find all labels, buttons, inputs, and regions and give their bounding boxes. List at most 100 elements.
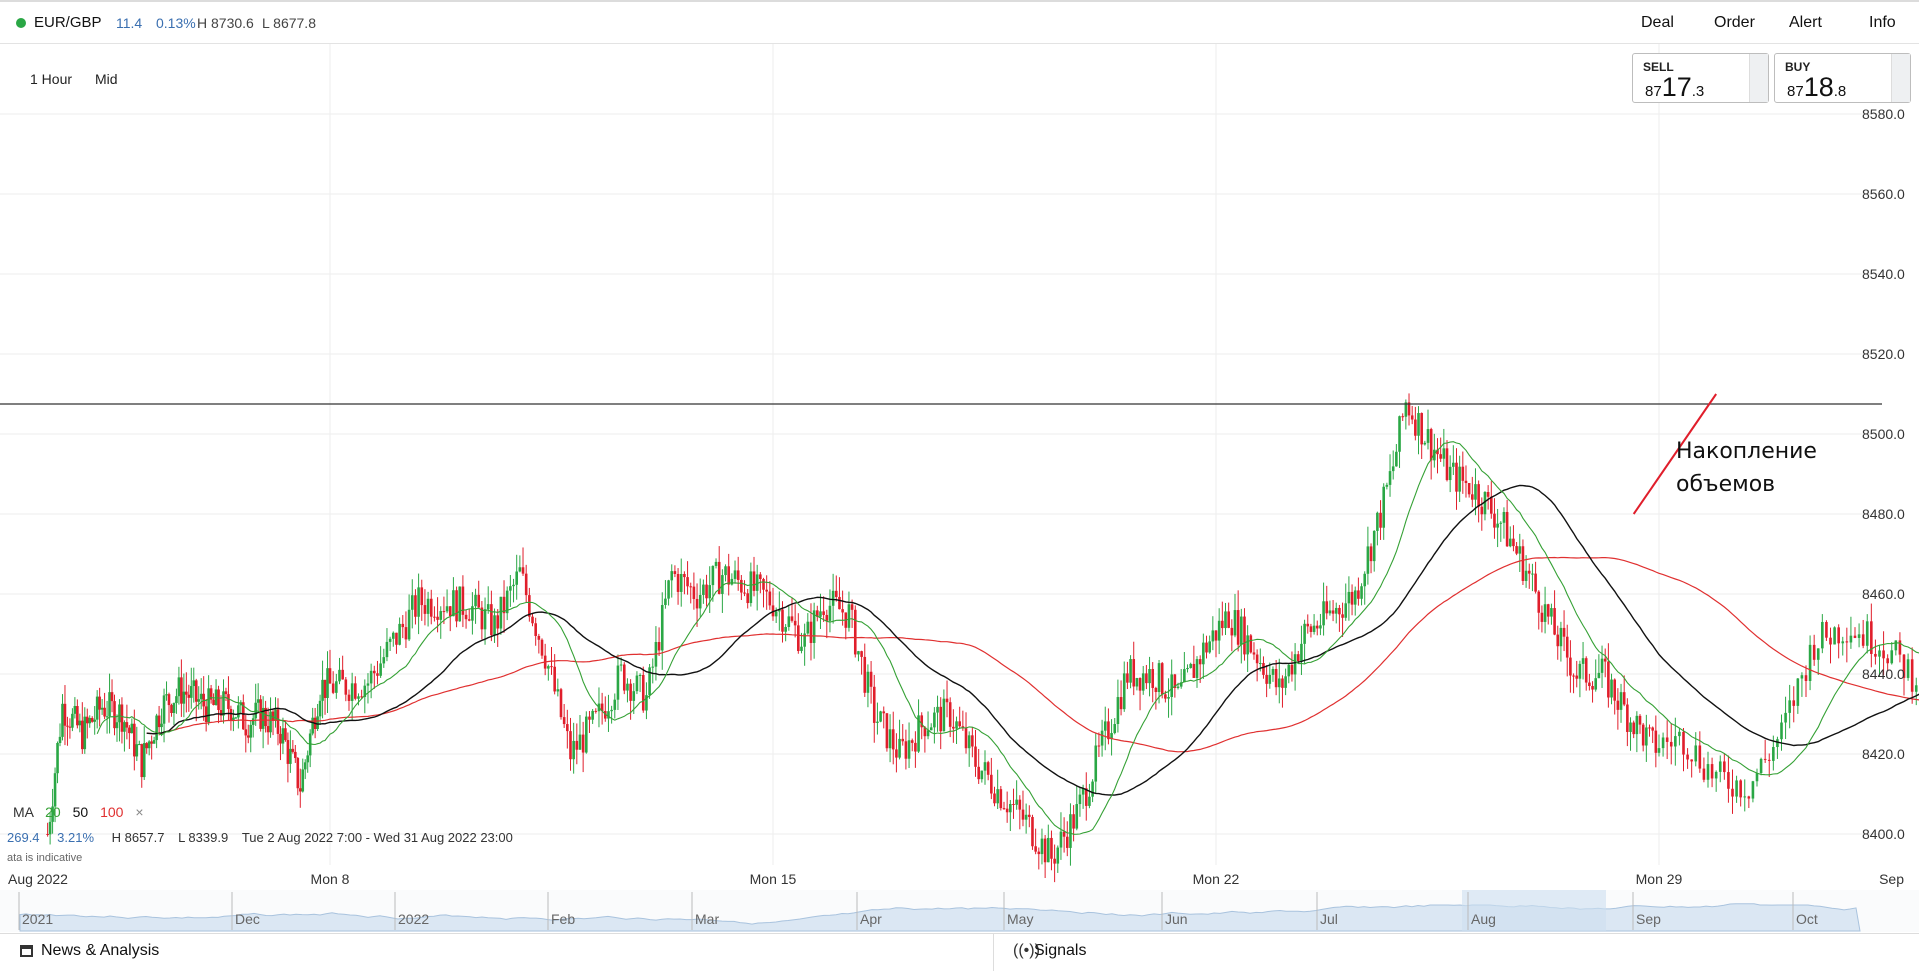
- candle-body: [825, 614, 829, 621]
- candle-body: [1347, 591, 1351, 604]
- candle-body: [512, 584, 515, 587]
- candle-body: [977, 766, 980, 780]
- sell-side-strip: [1749, 54, 1768, 102]
- candle-body: [781, 609, 784, 632]
- candle-body: [1433, 449, 1436, 461]
- candle-body: [350, 683, 354, 701]
- candle-body: [1417, 413, 1420, 436]
- candle-body: [1186, 667, 1189, 670]
- candlestick-series: [46, 393, 1918, 883]
- info-button[interactable]: Info: [1869, 14, 1896, 31]
- candle-body: [1198, 659, 1202, 665]
- candle-body: [204, 706, 208, 723]
- candle-body: [980, 770, 984, 780]
- candle-body: [588, 716, 591, 720]
- candle-body: [1325, 601, 1329, 614]
- candle-body: [68, 726, 72, 728]
- candle-body: [1524, 570, 1528, 581]
- candle-body: [471, 606, 474, 621]
- candle-body: [296, 758, 300, 789]
- buy-button[interactable]: BUY 8718.8: [1774, 53, 1911, 103]
- candle-body: [692, 586, 696, 599]
- candle-body: [547, 666, 550, 669]
- alert-button[interactable]: Alert: [1789, 14, 1822, 31]
- order-button[interactable]: Order: [1714, 14, 1755, 31]
- candle-body: [1622, 692, 1626, 705]
- candle-body: [1078, 794, 1082, 805]
- candle-body: [1594, 678, 1598, 690]
- range-high: H 8657.7: [111, 830, 165, 845]
- news-analysis-tab[interactable]: News & Analysis: [41, 942, 160, 959]
- candle-body: [373, 670, 376, 674]
- candle-body: [638, 674, 642, 676]
- candle-body: [1619, 692, 1623, 710]
- ma50-line: [146, 484, 1919, 796]
- candle-body: [1429, 429, 1433, 461]
- candle-body: [904, 741, 908, 759]
- candle-body: [1600, 658, 1604, 673]
- candle-body: [331, 683, 335, 693]
- candle-body: [264, 707, 267, 727]
- signals-tab[interactable]: Signals: [1034, 942, 1087, 959]
- candle-body: [1702, 768, 1706, 780]
- candle-body: [1894, 640, 1898, 651]
- ma50-toggle[interactable]: 50: [72, 804, 89, 820]
- candle-body: [271, 711, 275, 721]
- candle-body: [1262, 663, 1265, 675]
- instrument-change: 11.4: [116, 15, 143, 31]
- candle-body: [841, 609, 844, 613]
- candle-body: [81, 720, 84, 750]
- candle-body: [1508, 538, 1512, 547]
- candle-body: [1005, 808, 1009, 813]
- candle-body: [670, 571, 674, 581]
- deal-button[interactable]: Deal: [1641, 14, 1674, 31]
- candle-body: [683, 573, 686, 578]
- candle-body: [192, 680, 196, 687]
- candle-body: [464, 614, 468, 620]
- candle-body: [1192, 663, 1196, 678]
- candle-body: [819, 611, 822, 617]
- sell-button[interactable]: SELL 8717.3: [1632, 53, 1769, 103]
- candle-body: [1328, 610, 1332, 614]
- candle-body: [1739, 780, 1742, 798]
- candle-body: [301, 769, 305, 792]
- candle-body: [414, 595, 417, 617]
- navigator-area: [0, 890, 1919, 932]
- candle-body: [474, 594, 477, 607]
- candle-body: [1743, 796, 1747, 798]
- candle-body: [291, 748, 295, 752]
- price-chart[interactable]: Накопление объемов 8580.0 8560.0 8540.0 852…: [0, 44, 1919, 933]
- candle-body: [391, 632, 395, 639]
- candle-body: [1322, 601, 1325, 626]
- candle-body: [1265, 674, 1268, 684]
- chart-grid: [0, 44, 1882, 865]
- candle-body: [1281, 678, 1284, 688]
- ma20-toggle[interactable]: 20: [45, 804, 61, 820]
- ma100-toggle[interactable]: 100: [100, 804, 124, 820]
- candle-body: [1861, 634, 1865, 646]
- candle-body: [249, 724, 253, 738]
- ma-remove-icon[interactable]: ×: [135, 804, 144, 820]
- candle-body: [1751, 781, 1755, 799]
- candle-body: [78, 720, 82, 726]
- candle-body: [90, 717, 94, 722]
- candle-body: [1550, 608, 1553, 617]
- candle-body: [974, 746, 977, 767]
- ma100-line: [146, 556, 1919, 753]
- candle-body: [1065, 836, 1069, 848]
- y-axis-labels: 8580.0 8560.0 8540.0 8520.0 8500.0 8480.0 8460…: [1862, 106, 1905, 842]
- candle-body: [175, 696, 178, 704]
- candle-body: [1236, 610, 1240, 645]
- candle-body: [1651, 727, 1654, 731]
- candle-body: [1277, 678, 1281, 688]
- candle-body: [1714, 771, 1718, 779]
- price-type-selector[interactable]: Mid: [95, 71, 118, 87]
- candle-body: [335, 681, 338, 693]
- timeframe-selector[interactable]: 1 Hour: [30, 71, 73, 87]
- candle-body: [128, 727, 131, 734]
- instrument-symbol[interactable]: EUR/GBP: [34, 14, 102, 31]
- x-tick-label: Aug 2022: [8, 871, 68, 887]
- candle-body: [860, 651, 863, 657]
- candle-body: [420, 587, 424, 606]
- candle-body: [1857, 634, 1861, 638]
